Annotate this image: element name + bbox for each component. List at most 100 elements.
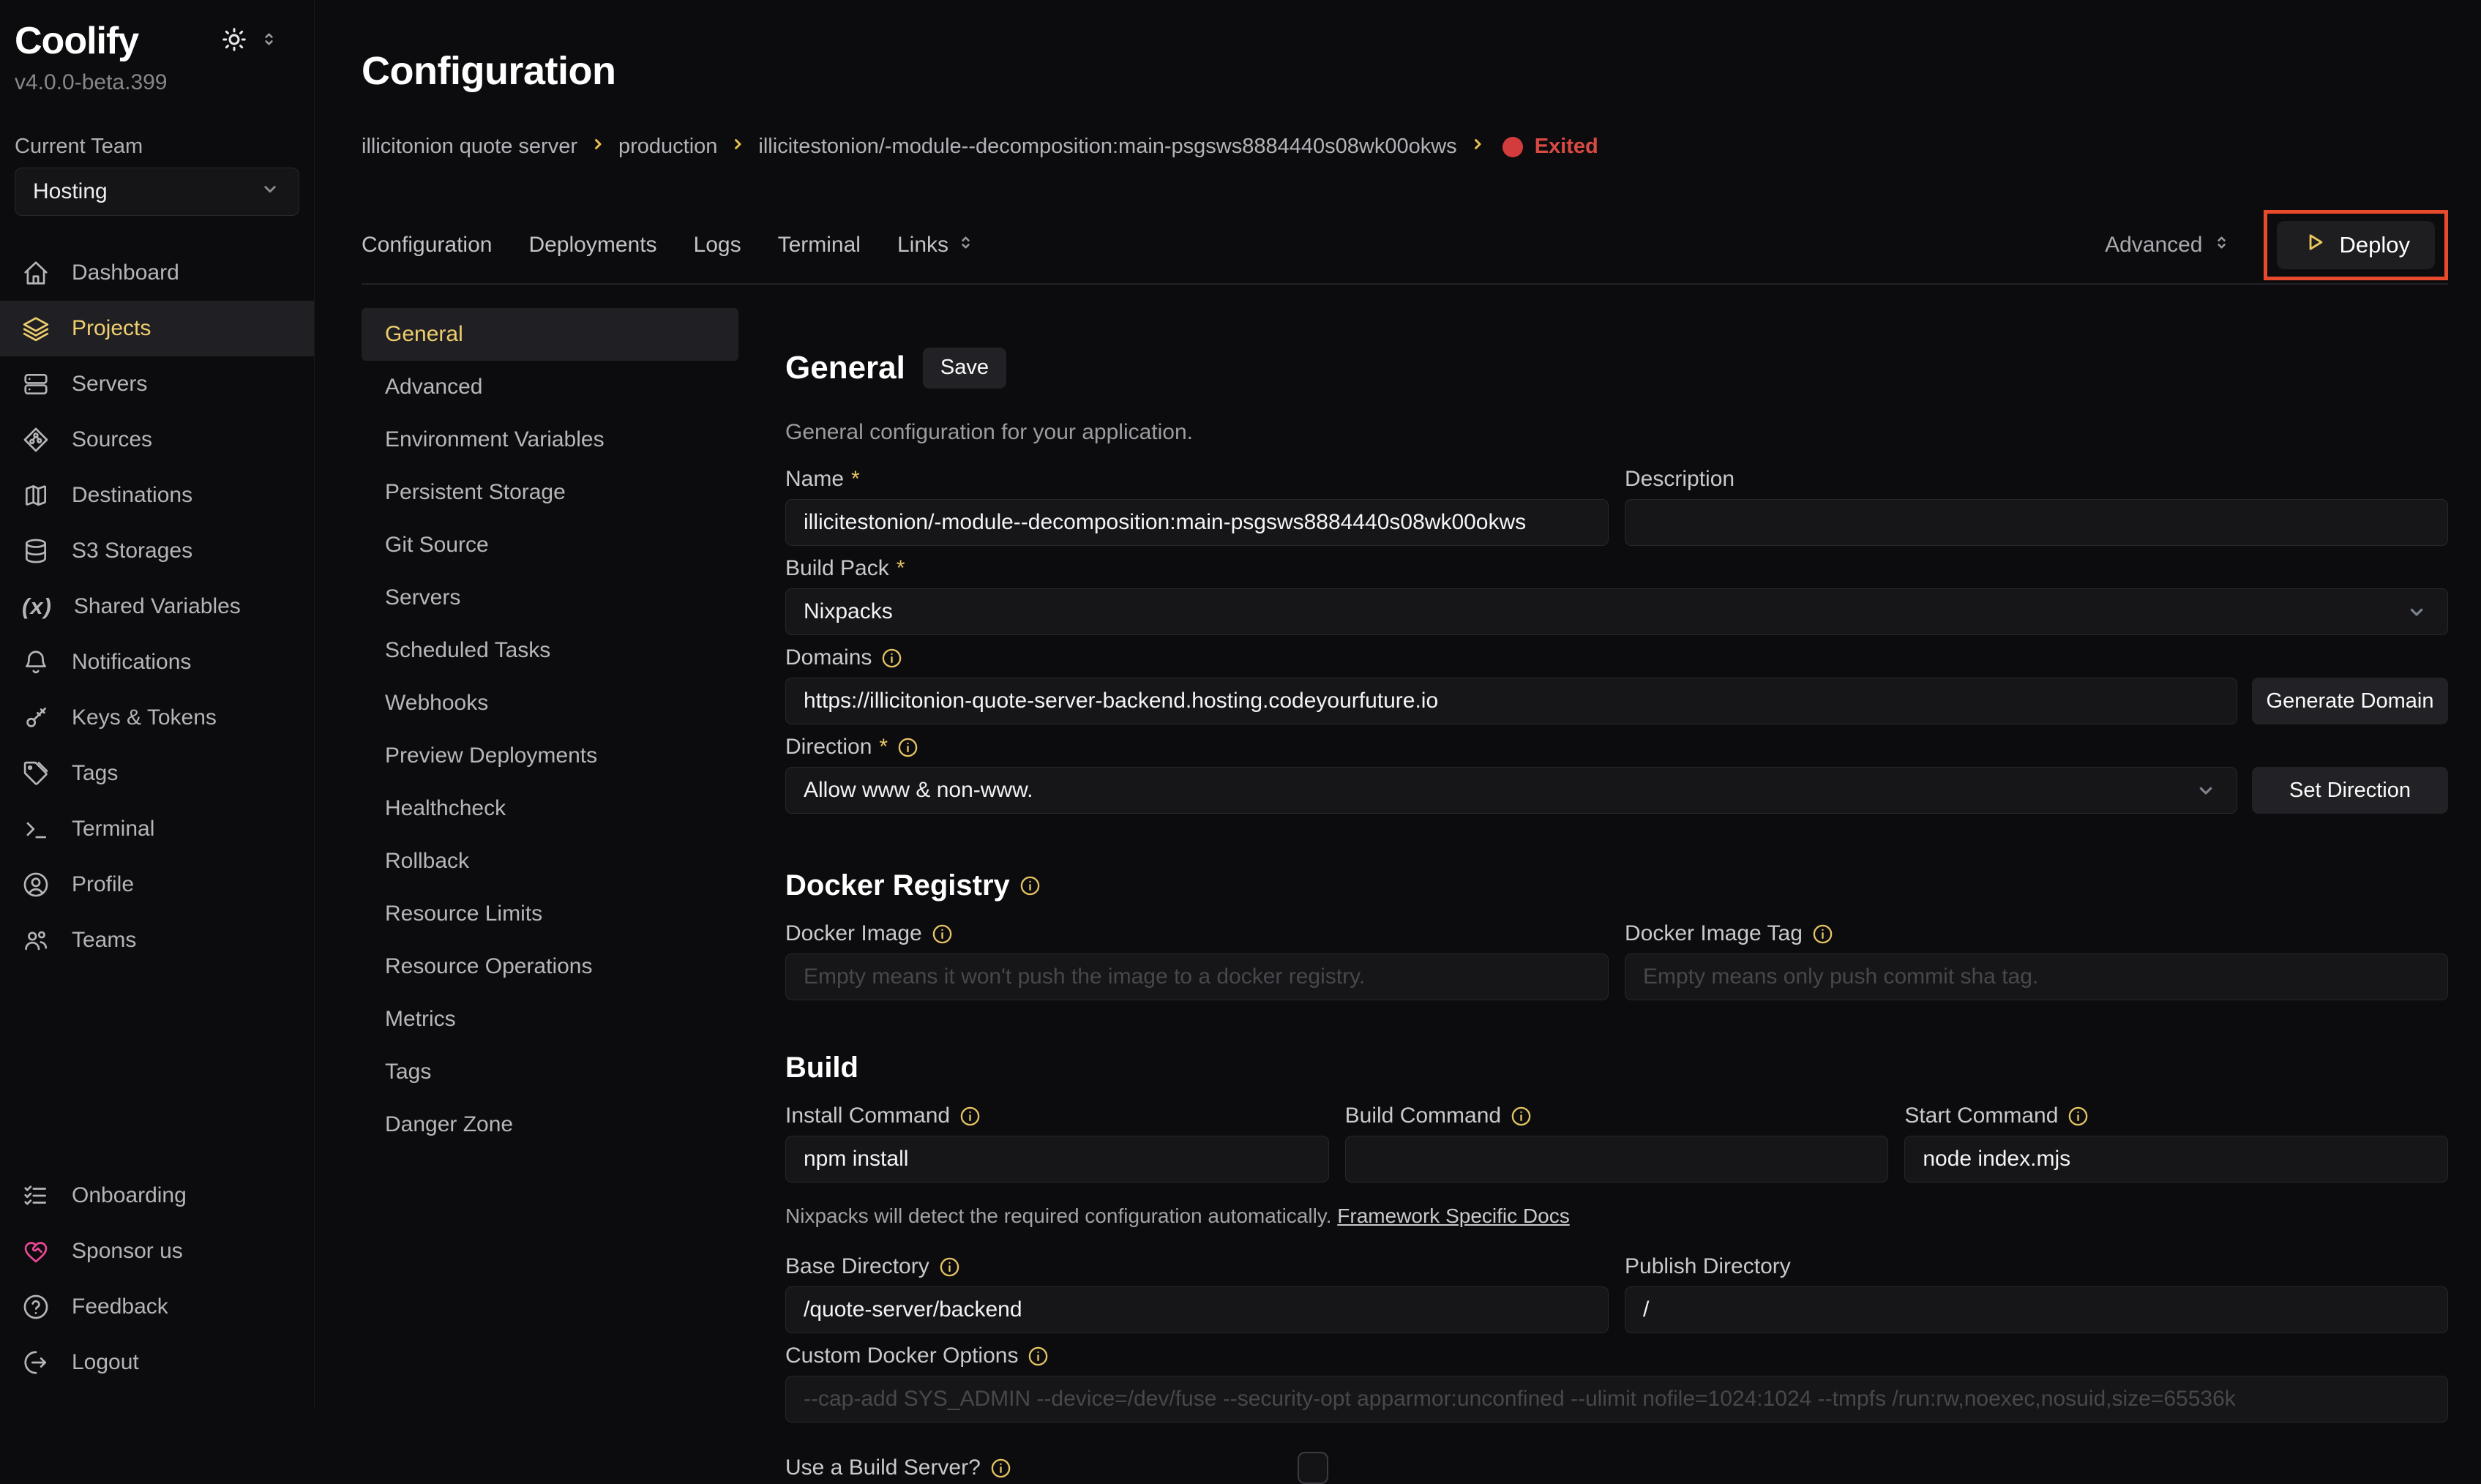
deploy-highlight-annotation: Deploy xyxy=(2263,210,2448,281)
tab-logs[interactable]: Logs xyxy=(694,233,741,258)
description-field-group: Description xyxy=(1625,467,2448,547)
subnav-item-general[interactable]: General xyxy=(362,308,738,361)
subnav-item-preview-deployments[interactable]: Preview Deployments xyxy=(385,743,598,768)
docker-image-tag-input[interactable] xyxy=(1625,953,2448,1001)
tab-label: Deployments xyxy=(528,233,657,258)
sidebar-item-onboarding[interactable]: Onboarding xyxy=(0,1168,314,1223)
sidebar-item-teams[interactable]: Teams xyxy=(0,912,314,968)
sidebar-item-sources[interactable]: Sources xyxy=(0,412,314,468)
framework-docs-link[interactable]: Framework Specific Docs xyxy=(1337,1204,1570,1228)
info-icon[interactable] xyxy=(2067,1105,2089,1128)
build-pack-value: Nixpacks xyxy=(804,599,893,624)
subnav-item-tags[interactable]: Tags xyxy=(385,1060,432,1084)
sidebar-item-notifications[interactable]: Notifications xyxy=(0,634,314,690)
direction-select[interactable]: Allow www & non-www. xyxy=(785,767,2237,814)
info-icon[interactable] xyxy=(1027,1345,1049,1368)
tab-links[interactable]: Links xyxy=(897,233,976,258)
sidebar-item-label: Dashboard xyxy=(72,261,179,285)
sidebar-item-feedback[interactable]: Feedback xyxy=(0,1279,314,1335)
tab-label: Terminal xyxy=(777,233,861,258)
build-server-checkbox[interactable] xyxy=(1297,1452,1328,1484)
name-field-group: Name * xyxy=(785,467,1609,547)
tag-icon xyxy=(22,760,50,787)
generate-domain-button[interactable]: Generate Domain xyxy=(2252,678,2448,725)
sidebar-item-projects[interactable]: Projects xyxy=(0,301,314,356)
install-command-field-group: Install Command xyxy=(785,1103,1329,1183)
docker-image-input[interactable] xyxy=(785,953,1609,1001)
deploy-button[interactable]: Deploy xyxy=(2276,221,2435,270)
tab-deployments[interactable]: Deployments xyxy=(528,233,656,258)
subnav-item-advanced[interactable]: Advanced xyxy=(385,375,483,400)
subnav-item-scheduled-tasks[interactable]: Scheduled Tasks xyxy=(385,638,551,663)
docker-options-input[interactable] xyxy=(785,1376,2448,1423)
sidebar-item-label: Onboarding xyxy=(72,1183,187,1207)
subnav-item-rollback[interactable]: Rollback xyxy=(385,849,470,874)
subnav-item-git-source[interactable]: Git Source xyxy=(385,533,489,558)
subnav-item-danger-zone[interactable]: Danger Zone xyxy=(385,1112,514,1137)
subnav-item-webhooks[interactable]: Webhooks xyxy=(385,691,489,716)
tab-row-right: Advanced Deploy xyxy=(2105,210,2448,281)
subnav-item-environment-variables[interactable]: Environment Variables xyxy=(385,427,605,452)
play-icon xyxy=(2302,230,2327,261)
required-asterisk: * xyxy=(879,735,888,760)
panel-subtitle: General configuration for your applicati… xyxy=(785,420,1193,445)
tab-terminal[interactable]: Terminal xyxy=(778,233,861,258)
direction-field-group: Direction * Allow www & non-www. Set Dire… xyxy=(785,735,2448,814)
docker-image-label: Docker Image xyxy=(785,921,1609,946)
sidebar-item-keys-tokens[interactable]: Keys & Tokens xyxy=(0,690,314,746)
chevron-right-icon xyxy=(1469,135,1486,159)
info-icon[interactable] xyxy=(897,736,919,759)
breadcrumb-item[interactable]: illicitestonion/-module--decomposition:m… xyxy=(758,135,1457,159)
start-command-input[interactable] xyxy=(1904,1136,2448,1183)
sidebar-item-tags[interactable]: Tags xyxy=(0,746,314,801)
sidebar-item-destinations[interactable]: Destinations xyxy=(0,468,314,523)
sidebar-item-dashboard[interactable]: Dashboard xyxy=(0,245,314,301)
advanced-selector[interactable]: Advanced xyxy=(2105,233,2231,258)
tab-configuration[interactable]: Configuration xyxy=(362,233,492,258)
publish-directory-input[interactable] xyxy=(1625,1286,2448,1334)
breadcrumb-item[interactable]: illicitonion quote server xyxy=(362,135,577,159)
sidebar-item-logout[interactable]: Logout xyxy=(0,1335,314,1390)
subnav-item-persistent-storage[interactable]: Persistent Storage xyxy=(385,480,566,505)
info-icon[interactable] xyxy=(1811,923,1834,945)
subnav-item-metrics[interactable]: Metrics xyxy=(385,1007,456,1032)
breadcrumb-item[interactable]: production xyxy=(618,135,718,159)
save-button[interactable]: Save xyxy=(922,347,1006,389)
description-input[interactable] xyxy=(1625,499,2448,547)
info-icon[interactable] xyxy=(880,647,903,670)
sidebar-item-sponsor-us[interactable]: Sponsor us xyxy=(0,1223,314,1279)
domains-input[interactable] xyxy=(785,678,2237,725)
team-select[interactable]: Hosting xyxy=(15,168,299,216)
set-direction-button[interactable]: Set Direction xyxy=(2252,767,2448,814)
subnav-item-healthcheck[interactable]: Healthcheck xyxy=(385,796,506,821)
theme-toggle-sun-icon[interactable] xyxy=(221,26,247,56)
info-icon[interactable] xyxy=(1019,874,1041,897)
info-icon[interactable] xyxy=(931,923,954,945)
sidebar-item-terminal[interactable]: Terminal xyxy=(0,801,314,857)
name-input[interactable] xyxy=(785,499,1609,547)
section-heading-build: Build xyxy=(785,1052,858,1084)
subnav-item-resource-operations[interactable]: Resource Operations xyxy=(385,954,593,979)
chevrons-up-down-icon[interactable] xyxy=(259,29,279,53)
domains-row: Generate Domain xyxy=(785,678,2448,725)
info-icon[interactable] xyxy=(959,1105,981,1128)
sidebar-item-label: Projects xyxy=(72,316,151,340)
sidebar-item-profile[interactable]: Profile xyxy=(0,857,314,912)
install-command-input[interactable] xyxy=(785,1136,1329,1183)
chevrons-up-down-icon xyxy=(956,233,976,258)
base-directory-input[interactable] xyxy=(785,1286,1609,1334)
subnav-item-resource-limits[interactable]: Resource Limits xyxy=(385,902,543,926)
start-command-label: Start Command xyxy=(1904,1103,2448,1128)
info-icon[interactable] xyxy=(938,1256,961,1278)
sidebar-item-servers[interactable]: Servers xyxy=(0,356,314,412)
info-icon[interactable] xyxy=(989,1457,1012,1480)
build-pack-select[interactable]: Nixpacks xyxy=(785,588,2448,636)
build-command-input[interactable] xyxy=(1344,1136,1889,1183)
chevron-down-icon xyxy=(259,178,281,206)
info-icon[interactable] xyxy=(1510,1105,1533,1128)
sidebar-item-shared-variables[interactable]: (x) Shared Variables xyxy=(0,579,314,634)
subnav-item-servers[interactable]: Servers xyxy=(385,585,461,610)
direction-value: Allow www & non-www. xyxy=(804,778,1033,803)
sidebar-item-s3-storages[interactable]: S3 Storages xyxy=(0,523,314,579)
